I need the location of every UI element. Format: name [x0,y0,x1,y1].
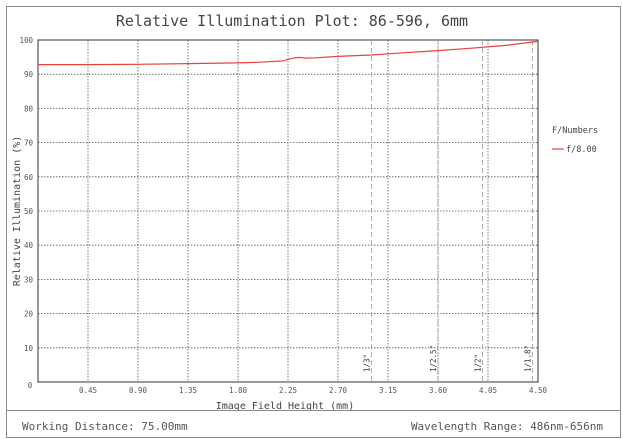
x-axis-label: Image Field Height (mm) [216,401,354,412]
sensor-marker-label: 1/2" [473,354,482,372]
y-tick-label: 30 [24,275,34,284]
series-layer [38,40,539,66]
series-line-f8 [38,40,539,66]
origin-tick-label: 0 [28,381,33,390]
x-tick-label: 4.05 [479,386,497,395]
y-tick-label: 40 [24,241,34,250]
y-tick-label: 70 [24,139,34,148]
x-tick-label: 1.35 [179,386,197,395]
x-tick-label: 2.70 [329,386,348,395]
x-tick-label: 2.25 [279,386,297,395]
y-tick-label: 50 [24,207,34,216]
y-tick-label: 100 [19,36,33,45]
legend-title: F/Numbers [552,126,598,136]
tick-labels: 0.45 0.90 1.35 1.80 2.25 2.70 3.15 3.60 4.05 4.50… [19,36,547,395]
y-axis-label: Relative Illumination (%) [12,136,23,287]
x-tick-label: 1.80 [229,386,248,395]
plot-area [37,39,539,383]
sensor-marker-label: 1/2.5" [429,345,438,372]
wavelength-range: Wavelength Range: 486nm-656nm [410,420,603,433]
x-tick-label: 4.50 [529,386,548,395]
x-tick-label: 3.60 [429,386,448,395]
sensor-markers: 1/3" 1/2.5" 1/2" 1/1.8" [362,40,533,382]
y-tick-label: 90 [24,70,34,79]
grid [38,39,539,382]
y-tick-label: 80 [24,104,34,113]
x-tick-label: 0.90 [129,386,148,395]
plot-frame [6,6,621,438]
sensor-marker-label: 1/1.8" [523,345,532,372]
working-distance: Working Distance: 75.00mm [22,420,188,433]
x-tick-label: 0.45 [79,386,97,395]
footer-divider [6,410,621,411]
chart-title: Relative Illumination Plot: 86-596, 6mm [116,12,468,30]
legend-entry-f8: f/8.00 [566,145,597,155]
y-tick-label: 60 [24,173,34,182]
x-tick-label: 3.15 [379,386,397,395]
y-tick-label: 10 [24,344,34,353]
y-tick-label: 20 [24,310,34,319]
sensor-marker-label: 1/3" [362,354,371,372]
